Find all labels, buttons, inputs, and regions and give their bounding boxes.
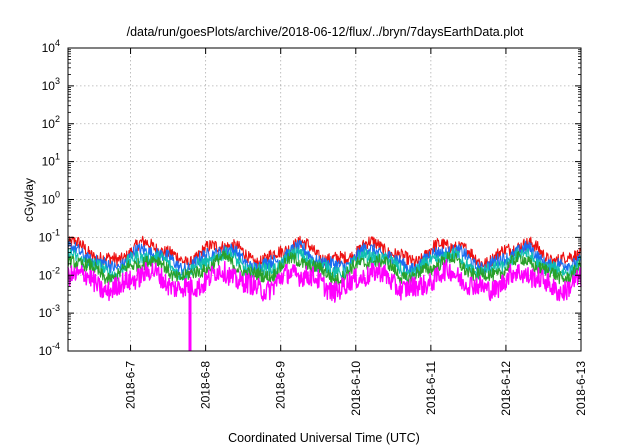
series-line [67,258,582,303]
y-tick-label: 104 [42,38,60,55]
series-line [67,246,582,282]
grid [68,48,581,351]
y-tick-label: 10-2 [39,265,60,282]
y-tick-label: 102 [42,114,60,131]
x-tick-label: 2018-6-9 [274,361,288,409]
y-axis: 10-4 10-3 10-2 10-1 100 101 102 103 104 [39,38,581,358]
y-tick-label: 100 [42,190,60,207]
chart-title: /data/run/goesPlots/archive/2018-06-12/f… [127,25,524,39]
series-line [67,235,582,271]
x-tick-label: 2018-6-8 [199,361,213,409]
x-tick-label: 2018-6-12 [499,361,513,416]
x-axis-label: Coordinated Universal Time (UTC) [228,431,420,445]
y-tick-label: 10-1 [39,227,60,244]
series-group [67,235,582,351]
y-axis-label: cGy/day [22,178,36,222]
x-tick-label: 2018-6-13 [574,361,588,416]
y-tick-label: 10-3 [39,303,60,320]
y-tick-label: 101 [42,152,60,169]
x-tick-label: 2018-6-11 [424,361,438,415]
y-tick-label: 10-4 [39,341,60,358]
x-tick-label: 2018-6-10 [349,361,363,416]
series-line [67,250,582,286]
series-line [67,239,582,275]
x-axis: 2018-6-7 2018-6-8 2018-6-9 2018-6-10 2018-6-… [124,48,588,416]
y-tick-label: 103 [42,76,60,93]
x-tick-label: 2018-6-7 [124,361,138,409]
